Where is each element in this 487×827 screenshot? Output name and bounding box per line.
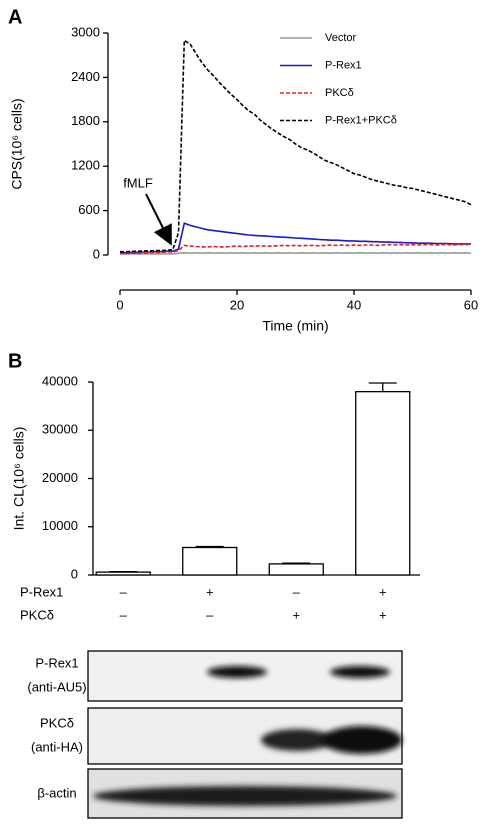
annotation: fMLF [123, 175, 153, 190]
x-tick-label: 0 [116, 297, 123, 312]
series-line [120, 38, 472, 253]
bar [95, 571, 151, 576]
y-axis-title: CPS(10⁶ cells) [9, 98, 25, 189]
y-tick-label: 20000 [42, 470, 78, 485]
y-tick-label: 600 [78, 202, 100, 217]
y-tick-label: 1200 [71, 158, 100, 173]
y-tick-label: 3000 [71, 24, 100, 39]
series-line [120, 222, 471, 254]
x-tick-label: 20 [230, 297, 244, 312]
panel-label: B [8, 350, 22, 372]
treatment-label: P-Rex1 [20, 584, 63, 599]
series-line [120, 243, 471, 255]
treatment-sign: – [293, 584, 301, 599]
y-tick-label: 40000 [42, 373, 78, 388]
series-line [120, 251, 472, 255]
treatment-sign: – [120, 584, 128, 599]
blot-label: PKCδ [40, 715, 74, 730]
blot-label: P-Rex1 [35, 655, 78, 670]
x-tick-label: 60 [464, 297, 478, 312]
y-tick-label: 30000 [42, 422, 78, 437]
legend-label: P-Rex1+PKCδ [325, 114, 397, 126]
y-tick-label: 2400 [71, 69, 100, 84]
treatment-sign: + [379, 607, 387, 622]
band [93, 786, 397, 806]
blot-label: (anti-AU5) [27, 679, 86, 694]
bar [268, 563, 324, 576]
band [261, 729, 333, 751]
legend-label: P-Rex1 [325, 59, 362, 71]
x-axis-title: Time (min) [262, 318, 328, 334]
band [322, 726, 402, 754]
legend-label: Vector [325, 32, 357, 44]
blot-label: β-actin [37, 785, 76, 800]
treatment-sign: – [120, 607, 128, 622]
y-tick-label: 1800 [71, 113, 100, 128]
annotation-arrow [145, 193, 172, 246]
y-tick-label: 0 [93, 246, 100, 261]
treatment-sign: + [379, 584, 387, 599]
panel-label: A [8, 6, 22, 28]
treatment-sign: – [206, 607, 214, 622]
bar [355, 390, 411, 576]
band [207, 666, 267, 678]
treatment-label: PKCδ [20, 607, 54, 622]
blot [87, 650, 403, 819]
blot-label: (anti-HA) [31, 739, 83, 754]
y-tick-label: 10000 [42, 518, 78, 533]
x-tick-label: 40 [347, 297, 361, 312]
treatment-sign: + [292, 607, 300, 622]
y-axis-title: Int. CL(10⁶ cells) [11, 427, 27, 531]
band [330, 666, 390, 678]
legend-label: PKCδ [325, 87, 354, 99]
treatment-sign: + [206, 584, 214, 599]
y-tick-label: 0 [71, 566, 78, 581]
bar [182, 546, 238, 576]
